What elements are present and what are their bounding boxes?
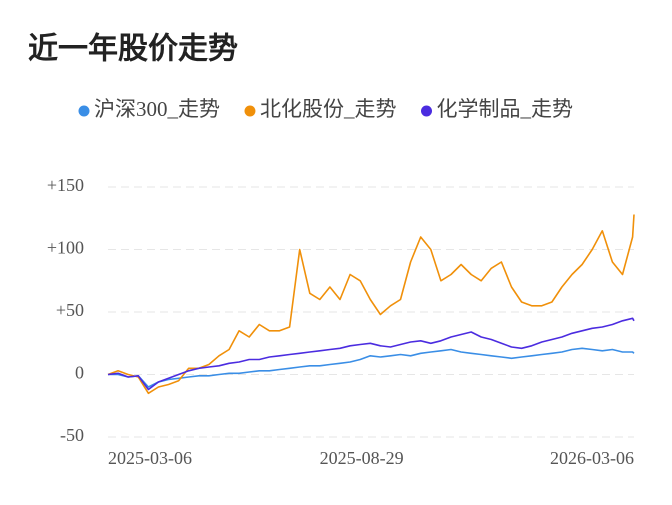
y-tick-label: +100 bbox=[47, 238, 84, 258]
legend-marker bbox=[78, 105, 90, 117]
legend-marker bbox=[244, 105, 256, 117]
y-tick-label: +50 bbox=[56, 300, 84, 320]
legend-label: 沪深300_走势 bbox=[94, 97, 220, 121]
legend-label: 化学制品_走势 bbox=[437, 97, 574, 121]
y-tick-label: 0 bbox=[75, 363, 84, 383]
legend-label: 北化股份_走势 bbox=[260, 97, 397, 121]
y-tick-label: +150 bbox=[47, 175, 84, 195]
chart-title: 近一年股价走势 bbox=[28, 32, 238, 67]
x-tick-label: 2026-03-06 bbox=[550, 448, 634, 468]
legend-marker bbox=[421, 105, 432, 117]
series-line bbox=[107, 317, 635, 391]
x-tick-label: 2025-03-06 bbox=[108, 448, 192, 468]
y-tick-label: -50 bbox=[60, 425, 84, 445]
series-line bbox=[108, 347, 635, 388]
series-line bbox=[107, 214, 635, 395]
x-tick-label: 2025-08-29 bbox=[320, 448, 404, 468]
